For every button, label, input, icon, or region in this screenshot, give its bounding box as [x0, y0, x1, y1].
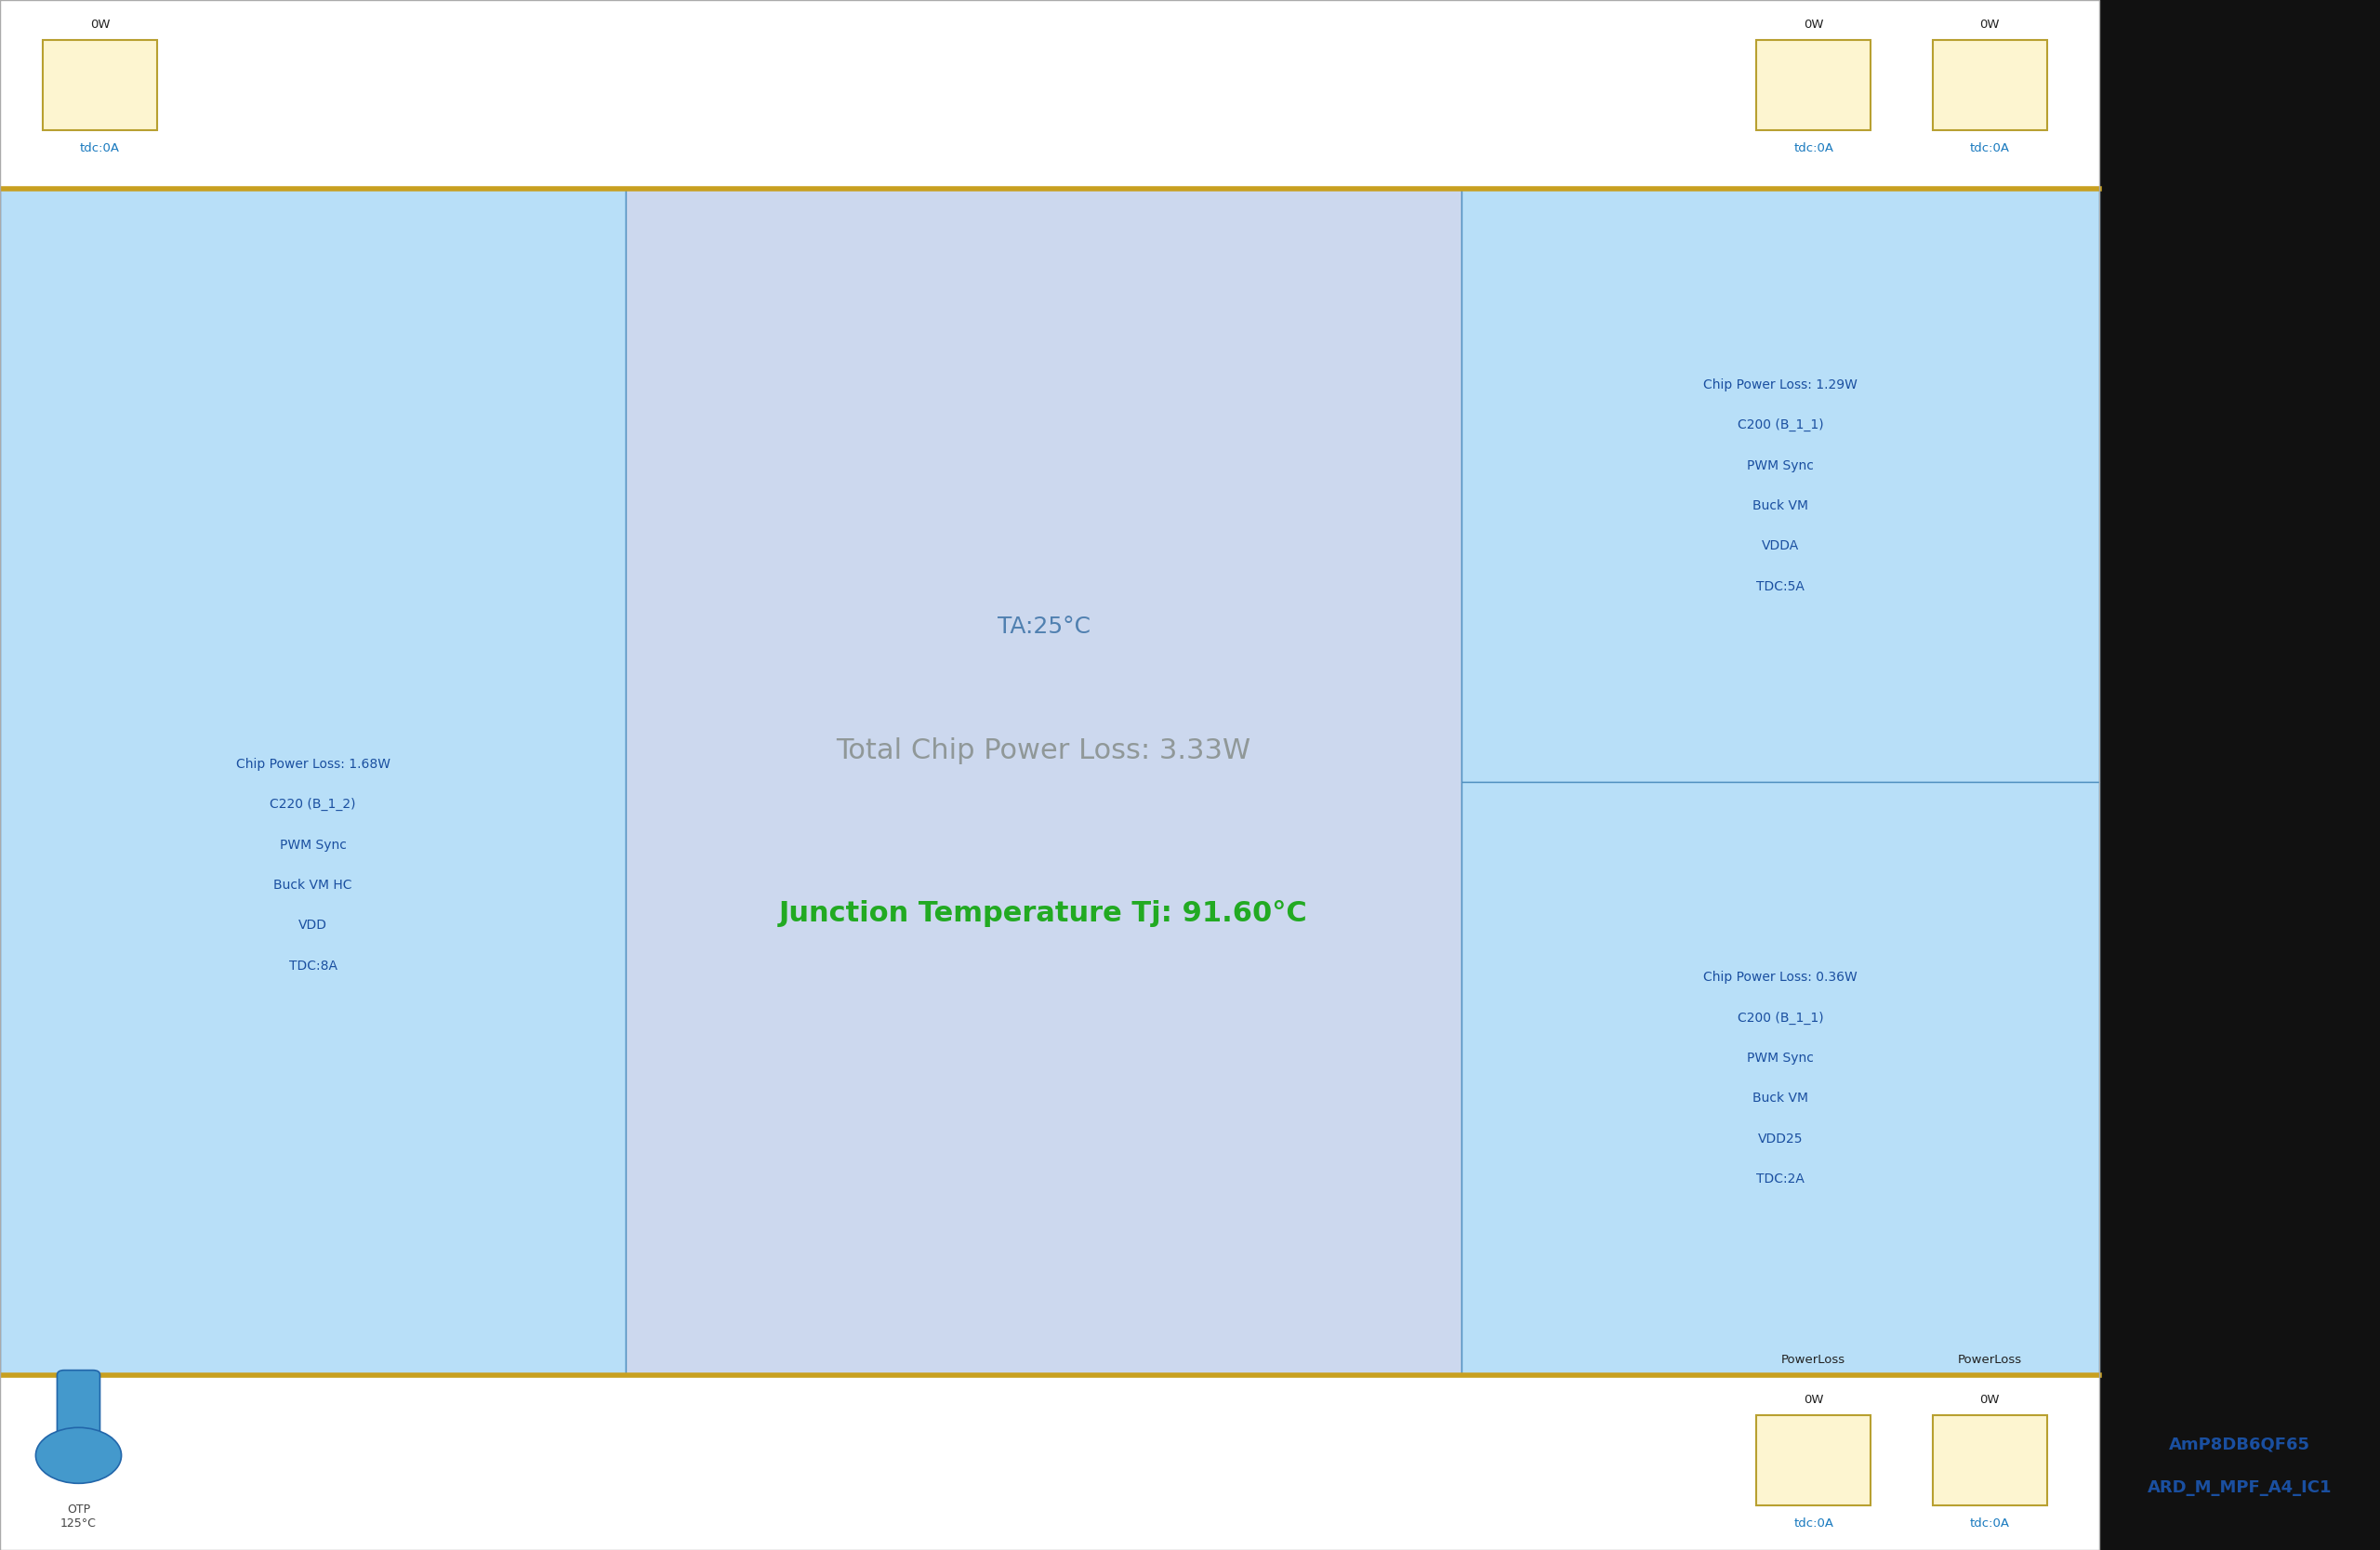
FancyBboxPatch shape	[1933, 40, 2047, 130]
Text: VDD: VDD	[86, 82, 114, 95]
Text: VDD25: VDD25	[1759, 1133, 1802, 1145]
Bar	[2099, 0, 2380, 1550]
Bar	[1461, 189, 2099, 781]
Bar	[1461, 781, 2099, 1375]
Text: tdc:0A: tdc:0A	[1795, 143, 1833, 155]
Text: PowerLoss: PowerLoss	[1956, 1353, 2023, 1366]
Text: 3.3V: 3.3V	[1799, 1490, 1828, 1502]
Text: LDOa: LDOa	[1973, 51, 2006, 62]
Text: Chip Power Loss: 1.29W: Chip Power Loss: 1.29W	[1704, 378, 1856, 391]
Text: C200 (B_1_1): C200 (B_1_1)	[1737, 1012, 1823, 1025]
Text: tdc:0A: tdc:0A	[1795, 1517, 1833, 1530]
Bar	[626, 189, 1461, 1375]
Text: VDD: VDD	[298, 919, 328, 932]
Text: PWM Sync: PWM Sync	[1747, 1052, 1814, 1065]
Bar	[0, 189, 626, 1375]
Text: 0W: 0W	[1980, 1393, 1999, 1406]
Text: TA:25°C: TA:25°C	[997, 615, 1090, 639]
Text: PWM Sync: PWM Sync	[278, 839, 347, 851]
Text: VDDA: VDDA	[1761, 539, 1799, 552]
Text: 4.5V: 4.5V	[86, 115, 114, 127]
Text: LDO: LDO	[1802, 51, 1825, 62]
Text: 1.2V: 1.2V	[1799, 115, 1828, 127]
Text: Buck VM: Buck VM	[1752, 1093, 1809, 1105]
Text: 3V3: 3V3	[1802, 1457, 1825, 1469]
Text: PROG: PROG	[1973, 82, 2006, 95]
Text: LDOb: LDOb	[1973, 1426, 2006, 1437]
Text: PowerLoss: PowerLoss	[1780, 1353, 1847, 1366]
Text: tdc:0A: tdc:0A	[1971, 1517, 2009, 1530]
FancyBboxPatch shape	[1933, 1415, 2047, 1505]
Text: 0W: 0W	[1804, 19, 1823, 31]
Text: C220 (B_1_2): C220 (B_1_2)	[269, 798, 357, 811]
Text: Buck VM: Buck VM	[1752, 499, 1809, 512]
FancyBboxPatch shape	[43, 40, 157, 130]
Text: TDC:5A: TDC:5A	[1756, 580, 1804, 592]
Text: Chip Power Loss: 1.68W: Chip Power Loss: 1.68W	[236, 758, 390, 770]
Text: 0W: 0W	[90, 19, 109, 31]
Text: AmP8DB6QF65: AmP8DB6QF65	[2168, 1437, 2311, 1452]
FancyBboxPatch shape	[1756, 1415, 1871, 1505]
Text: PROG: PROG	[1973, 1457, 2006, 1469]
Text: VCC: VCC	[1802, 82, 1825, 95]
Text: 0W: 0W	[1980, 19, 1999, 31]
Bar	[0, 1375, 2099, 1550]
Circle shape	[36, 1428, 121, 1483]
Text: 0.000V: 0.000V	[1968, 1490, 2011, 1502]
Text: C200 (B_1_1): C200 (B_1_1)	[1737, 419, 1823, 431]
Text: 0.000V: 0.000V	[1968, 115, 2011, 127]
Text: LDO: LDO	[88, 51, 112, 62]
FancyBboxPatch shape	[57, 1370, 100, 1465]
Text: TDC:8A: TDC:8A	[288, 959, 338, 972]
Text: Junction Temperature Tj: 91.60°C: Junction Temperature Tj: 91.60°C	[778, 901, 1309, 927]
Bar	[0, 0, 2099, 1550]
Text: tdc:0A: tdc:0A	[1971, 143, 2009, 155]
Text: LDO: LDO	[1802, 1426, 1825, 1437]
Text: Chip Power Loss: 0.36W: Chip Power Loss: 0.36W	[1704, 972, 1856, 984]
Text: OTP
125°C: OTP 125°C	[60, 1504, 98, 1530]
Text: Buck VM HC: Buck VM HC	[274, 879, 352, 891]
Text: ARD_M_MPF_A4_IC1: ARD_M_MPF_A4_IC1	[2147, 1480, 2332, 1496]
Text: tdc:0A: tdc:0A	[81, 143, 119, 155]
Text: TDC:2A: TDC:2A	[1756, 1173, 1804, 1186]
Text: PWM Sync: PWM Sync	[1747, 459, 1814, 471]
Text: 0W: 0W	[1804, 1393, 1823, 1406]
FancyBboxPatch shape	[1756, 40, 1871, 130]
Text: Total Chip Power Loss: 3.33W: Total Chip Power Loss: 3.33W	[835, 738, 1252, 764]
Bar	[0, 0, 2099, 189]
